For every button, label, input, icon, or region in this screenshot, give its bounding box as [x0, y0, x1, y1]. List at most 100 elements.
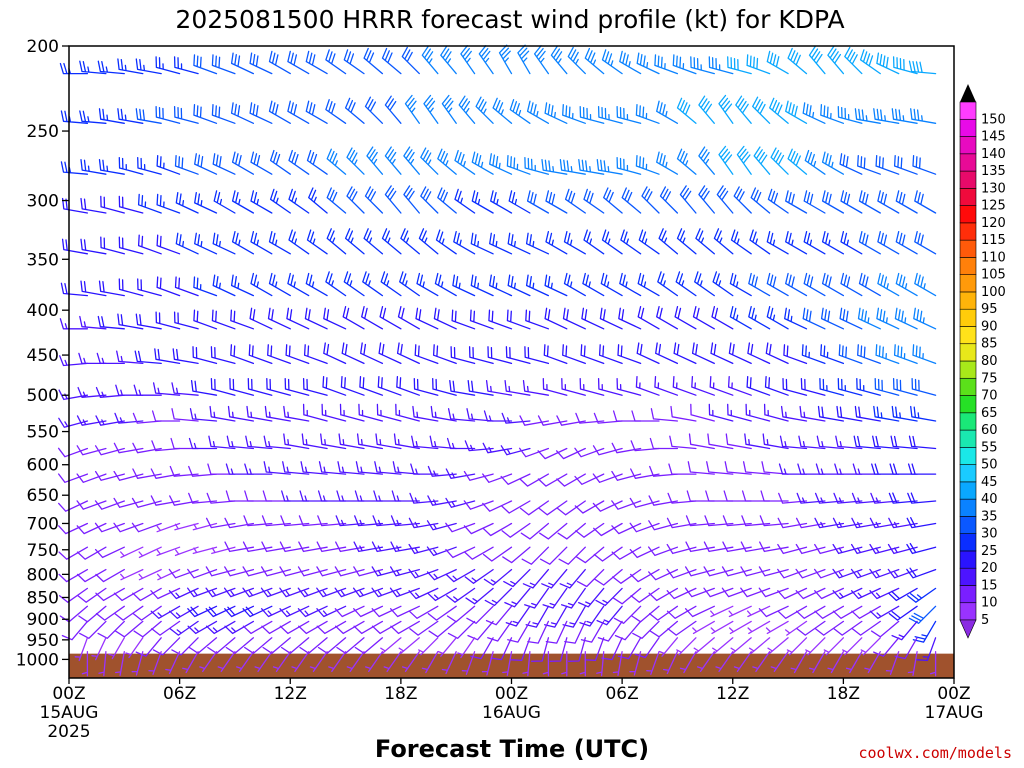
wind-barb: [250, 230, 273, 255]
wind-barb: [691, 342, 715, 365]
wind-barb: [454, 149, 476, 175]
wind-barb: [168, 568, 199, 579]
wind-barb: [169, 495, 199, 506]
wind-barb: [441, 94, 457, 124]
wind-barb: [767, 188, 789, 214]
wind-barb: [583, 188, 605, 214]
wind-barb: [650, 408, 679, 422]
wind-barb: [823, 637, 845, 656]
wind-barb: [365, 651, 384, 673]
wind-barb: [799, 405, 826, 422]
wind-barb: [526, 100, 550, 124]
wind-barb: [613, 605, 642, 624]
wind-barb: [261, 515, 291, 527]
wind-barb: [460, 45, 476, 75]
credit-link[interactable]: coolwx.com/models: [858, 744, 1012, 762]
wind-barb: [120, 546, 144, 559]
wind-barb: [280, 637, 310, 654]
wind-barb: [268, 50, 291, 75]
wind-barb: [466, 605, 494, 624]
wind-barb: [715, 651, 734, 673]
wind-barb: [326, 228, 347, 255]
wind-barb: [334, 587, 365, 598]
wind-barb: [747, 342, 771, 365]
wind-barb: [582, 272, 605, 297]
wind-barb: [721, 566, 752, 577]
colorbar-segment: [959, 101, 977, 120]
wind-barb: [600, 272, 623, 297]
wind-barb: [155, 106, 181, 124]
wind-barb: [559, 568, 586, 589]
pressure-tick-label: 750: [27, 541, 59, 561]
wind-barb: [544, 102, 568, 124]
wind-barb: [244, 490, 273, 502]
wind-barb: [401, 651, 420, 673]
wind-barb: [564, 620, 586, 644]
wind-barb: [506, 154, 531, 175]
wind-barb: [853, 435, 881, 450]
wind-barb: [914, 230, 937, 255]
wind-barb: [733, 186, 752, 214]
wind-barb: [669, 435, 697, 450]
wind-barb: [298, 620, 328, 635]
wind-barb: [850, 568, 881, 579]
wind-barb: [596, 651, 605, 677]
wind-barb: [152, 382, 181, 396]
wind-barb: [135, 58, 162, 75]
pressure-tick-label: 400: [27, 301, 59, 321]
wind-barb: [96, 352, 125, 365]
wind-barb: [355, 461, 384, 475]
wind-barb: [505, 346, 531, 365]
wind-barb: [603, 187, 623, 214]
wind-barb: [803, 272, 826, 297]
colorbar-label: 20: [981, 561, 998, 576]
wind-barb: [279, 605, 310, 618]
pressure-tick-label: 300: [27, 192, 59, 212]
wind-barb: [478, 45, 494, 75]
wind-barb: [187, 587, 218, 598]
wind-barb: [489, 274, 513, 297]
ground-layer: [69, 653, 954, 678]
wind-barb: [525, 309, 550, 330]
wind-barb: [247, 377, 273, 396]
wind-barb: [263, 435, 291, 450]
wind-barb: [895, 230, 918, 255]
wind-barb: [317, 515, 347, 527]
wind-barb: [741, 515, 771, 527]
wind-barb: [268, 100, 291, 124]
wind-barb: [470, 232, 494, 255]
wind-barb: [242, 541, 273, 553]
wind-barb: [95, 568, 125, 583]
wind-barb: [300, 461, 328, 475]
wind-barb: [735, 95, 752, 124]
wind-barb: [95, 415, 125, 426]
wind-barb: [441, 651, 457, 675]
wind-barb: [58, 546, 89, 560]
wind-barb: [384, 95, 402, 124]
wind-barb: [78, 605, 107, 623]
wind-barb: [838, 344, 863, 365]
colorbar-top-arrow: [960, 84, 976, 102]
wind-barb: [703, 566, 734, 577]
wind-barb: [297, 605, 328, 618]
colorbar-label: 65: [981, 406, 998, 421]
wind-barb: [748, 305, 771, 330]
wind-barb: [785, 100, 808, 124]
wind-barb: [760, 490, 789, 502]
colorbar-segment: [959, 585, 977, 604]
wind-barb: [817, 405, 845, 422]
wind-barb: [845, 651, 863, 674]
wind-barb: [527, 620, 550, 644]
wind-barb: [676, 148, 697, 175]
wind-barb: [336, 637, 365, 654]
wind-barb: [580, 344, 605, 365]
wind-barb: [389, 566, 420, 577]
wind-barb: [500, 445, 531, 456]
wind-barb: [503, 568, 531, 588]
wind-barb: [655, 342, 679, 365]
wind-barb: [564, 188, 586, 214]
wind-barb: [559, 159, 586, 175]
wind-barb: [656, 305, 679, 330]
wind-barb: [721, 587, 752, 598]
wind-barb: [396, 342, 420, 365]
